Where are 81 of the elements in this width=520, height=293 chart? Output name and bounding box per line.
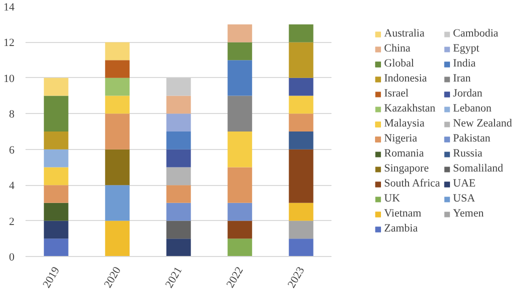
bar [228, 96, 252, 132]
bar [166, 149, 191, 168]
legend-label: Russia [453, 148, 482, 160]
legend-label: Australia [384, 28, 424, 40]
bar [44, 78, 68, 96]
bar [105, 149, 130, 186]
bar [228, 60, 252, 96]
bar [228, 202, 252, 221]
legend-label: India [453, 58, 476, 70]
legend-label: Egypt [453, 42, 480, 54]
legend-label: USA [453, 192, 476, 204]
bar [228, 42, 252, 60]
legend-label: Yemen [453, 208, 484, 220]
bar [105, 185, 130, 221]
legend-label: Iran [453, 72, 472, 84]
y-tick-label: 2 [9, 216, 14, 228]
legend-label: Cambodia [453, 28, 498, 40]
bar [288, 149, 314, 203]
bar [166, 202, 191, 221]
bar [166, 96, 191, 114]
bar [228, 220, 252, 239]
legend-label: China [384, 42, 410, 54]
legend-label: Zambia [384, 222, 418, 234]
bar [166, 132, 191, 150]
legend-label: UK [384, 192, 402, 204]
legend-label: Israel [384, 88, 409, 100]
legend-label: Pakistan [453, 132, 490, 144]
legend-label: Global [384, 58, 414, 70]
legend-label: South Africa [384, 178, 440, 190]
y-tick-label: 8 [9, 108, 15, 121]
bar [288, 114, 314, 132]
bar [105, 60, 130, 78]
y-tick-label: 4 [9, 180, 15, 192]
legend-label: Singapore [384, 162, 429, 174]
bar [288, 78, 314, 96]
bar [44, 167, 68, 186]
bar [44, 96, 68, 132]
bar [166, 167, 191, 186]
legend-label: Somaliland [453, 162, 504, 174]
bar [288, 132, 314, 150]
legend-label: Indonesia [384, 72, 427, 84]
bar [44, 149, 68, 168]
bar [166, 220, 191, 239]
bar [105, 220, 130, 256]
bar [44, 185, 68, 203]
legend-label: New Zealand [453, 118, 512, 130]
bar [228, 167, 252, 203]
bar [228, 238, 252, 256]
bar [166, 185, 191, 203]
bar [288, 24, 314, 42]
y-tick-label: 0 [9, 252, 15, 264]
legend-label: Vietnam [384, 208, 422, 220]
legend-label: Kazakhstan [384, 102, 436, 114]
y-tick-label: 12 [4, 37, 14, 50]
legend-label: Lebanon [453, 102, 492, 114]
bar [288, 96, 314, 114]
legend-label: UAE [453, 178, 476, 190]
legend-label: Jordan [453, 88, 482, 100]
y-tick-label: 6 [9, 144, 15, 156]
bar [44, 132, 68, 150]
bar [105, 96, 130, 114]
y-tick-label: 14 [4, 2, 15, 14]
bar [228, 132, 252, 168]
bar [288, 202, 314, 221]
bar [288, 42, 314, 78]
bar [105, 42, 130, 60]
legend-label: Romania [384, 148, 424, 160]
bar [44, 238, 68, 256]
bar [288, 238, 314, 256]
y-tick-label: 10 [4, 72, 15, 85]
bar [166, 78, 191, 96]
bar [228, 24, 252, 42]
bar [44, 202, 68, 221]
bar [105, 114, 130, 150]
bar [166, 114, 191, 132]
bar [105, 78, 130, 96]
legend-label: Nigeria [384, 132, 418, 144]
bar [288, 220, 314, 239]
bar [166, 238, 191, 256]
legend-label: Malaysia [384, 118, 424, 130]
bar [44, 220, 68, 239]
